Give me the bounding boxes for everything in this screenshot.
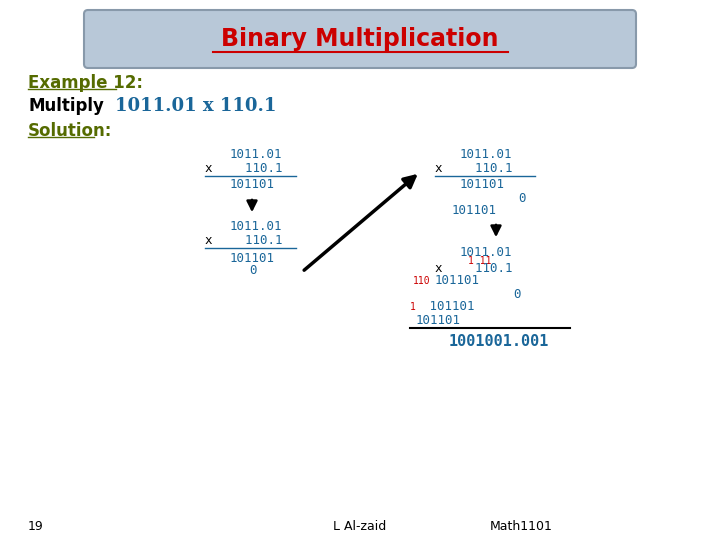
Text: 1 11: 1 11 bbox=[468, 256, 492, 266]
FancyBboxPatch shape bbox=[84, 10, 636, 68]
Text: 101101: 101101 bbox=[460, 179, 505, 192]
Text: 110.1: 110.1 bbox=[460, 163, 513, 176]
Text: x: x bbox=[205, 163, 212, 176]
Text: x: x bbox=[435, 163, 443, 176]
Text: L Al-zaid: L Al-zaid bbox=[333, 519, 387, 532]
Text: 1011.01 x 110.1: 1011.01 x 110.1 bbox=[115, 97, 276, 115]
Text: Example 12:: Example 12: bbox=[28, 74, 143, 92]
Text: 101101: 101101 bbox=[452, 204, 497, 217]
Text: 101101: 101101 bbox=[230, 179, 275, 192]
Text: 0: 0 bbox=[518, 192, 526, 205]
Text: 1011.01: 1011.01 bbox=[460, 148, 513, 161]
Text: 1011.01: 1011.01 bbox=[230, 220, 282, 233]
Text: 1001001.001: 1001001.001 bbox=[449, 334, 549, 349]
Text: 19: 19 bbox=[28, 519, 44, 532]
Text: 110: 110 bbox=[413, 276, 431, 286]
Text: Binary Multiplication: Binary Multiplication bbox=[221, 27, 499, 51]
Text: 1: 1 bbox=[410, 302, 416, 312]
Text: 101101: 101101 bbox=[422, 300, 474, 314]
Text: 110.1: 110.1 bbox=[230, 234, 282, 247]
Text: Multiply: Multiply bbox=[28, 97, 104, 115]
Text: x: x bbox=[205, 234, 212, 247]
Text: 110.1: 110.1 bbox=[460, 261, 513, 274]
Text: 101101: 101101 bbox=[416, 314, 461, 327]
Text: 0: 0 bbox=[249, 265, 256, 278]
Text: 110.1: 110.1 bbox=[230, 163, 282, 176]
Text: x: x bbox=[435, 261, 443, 274]
Text: Math1101: Math1101 bbox=[490, 519, 553, 532]
Text: 101101: 101101 bbox=[435, 274, 480, 287]
Text: 1011.01: 1011.01 bbox=[230, 148, 282, 161]
Text: 0: 0 bbox=[513, 287, 521, 300]
Text: 1011.01: 1011.01 bbox=[460, 246, 513, 259]
Text: Solution:: Solution: bbox=[28, 122, 112, 140]
Text: 101101: 101101 bbox=[230, 252, 275, 265]
